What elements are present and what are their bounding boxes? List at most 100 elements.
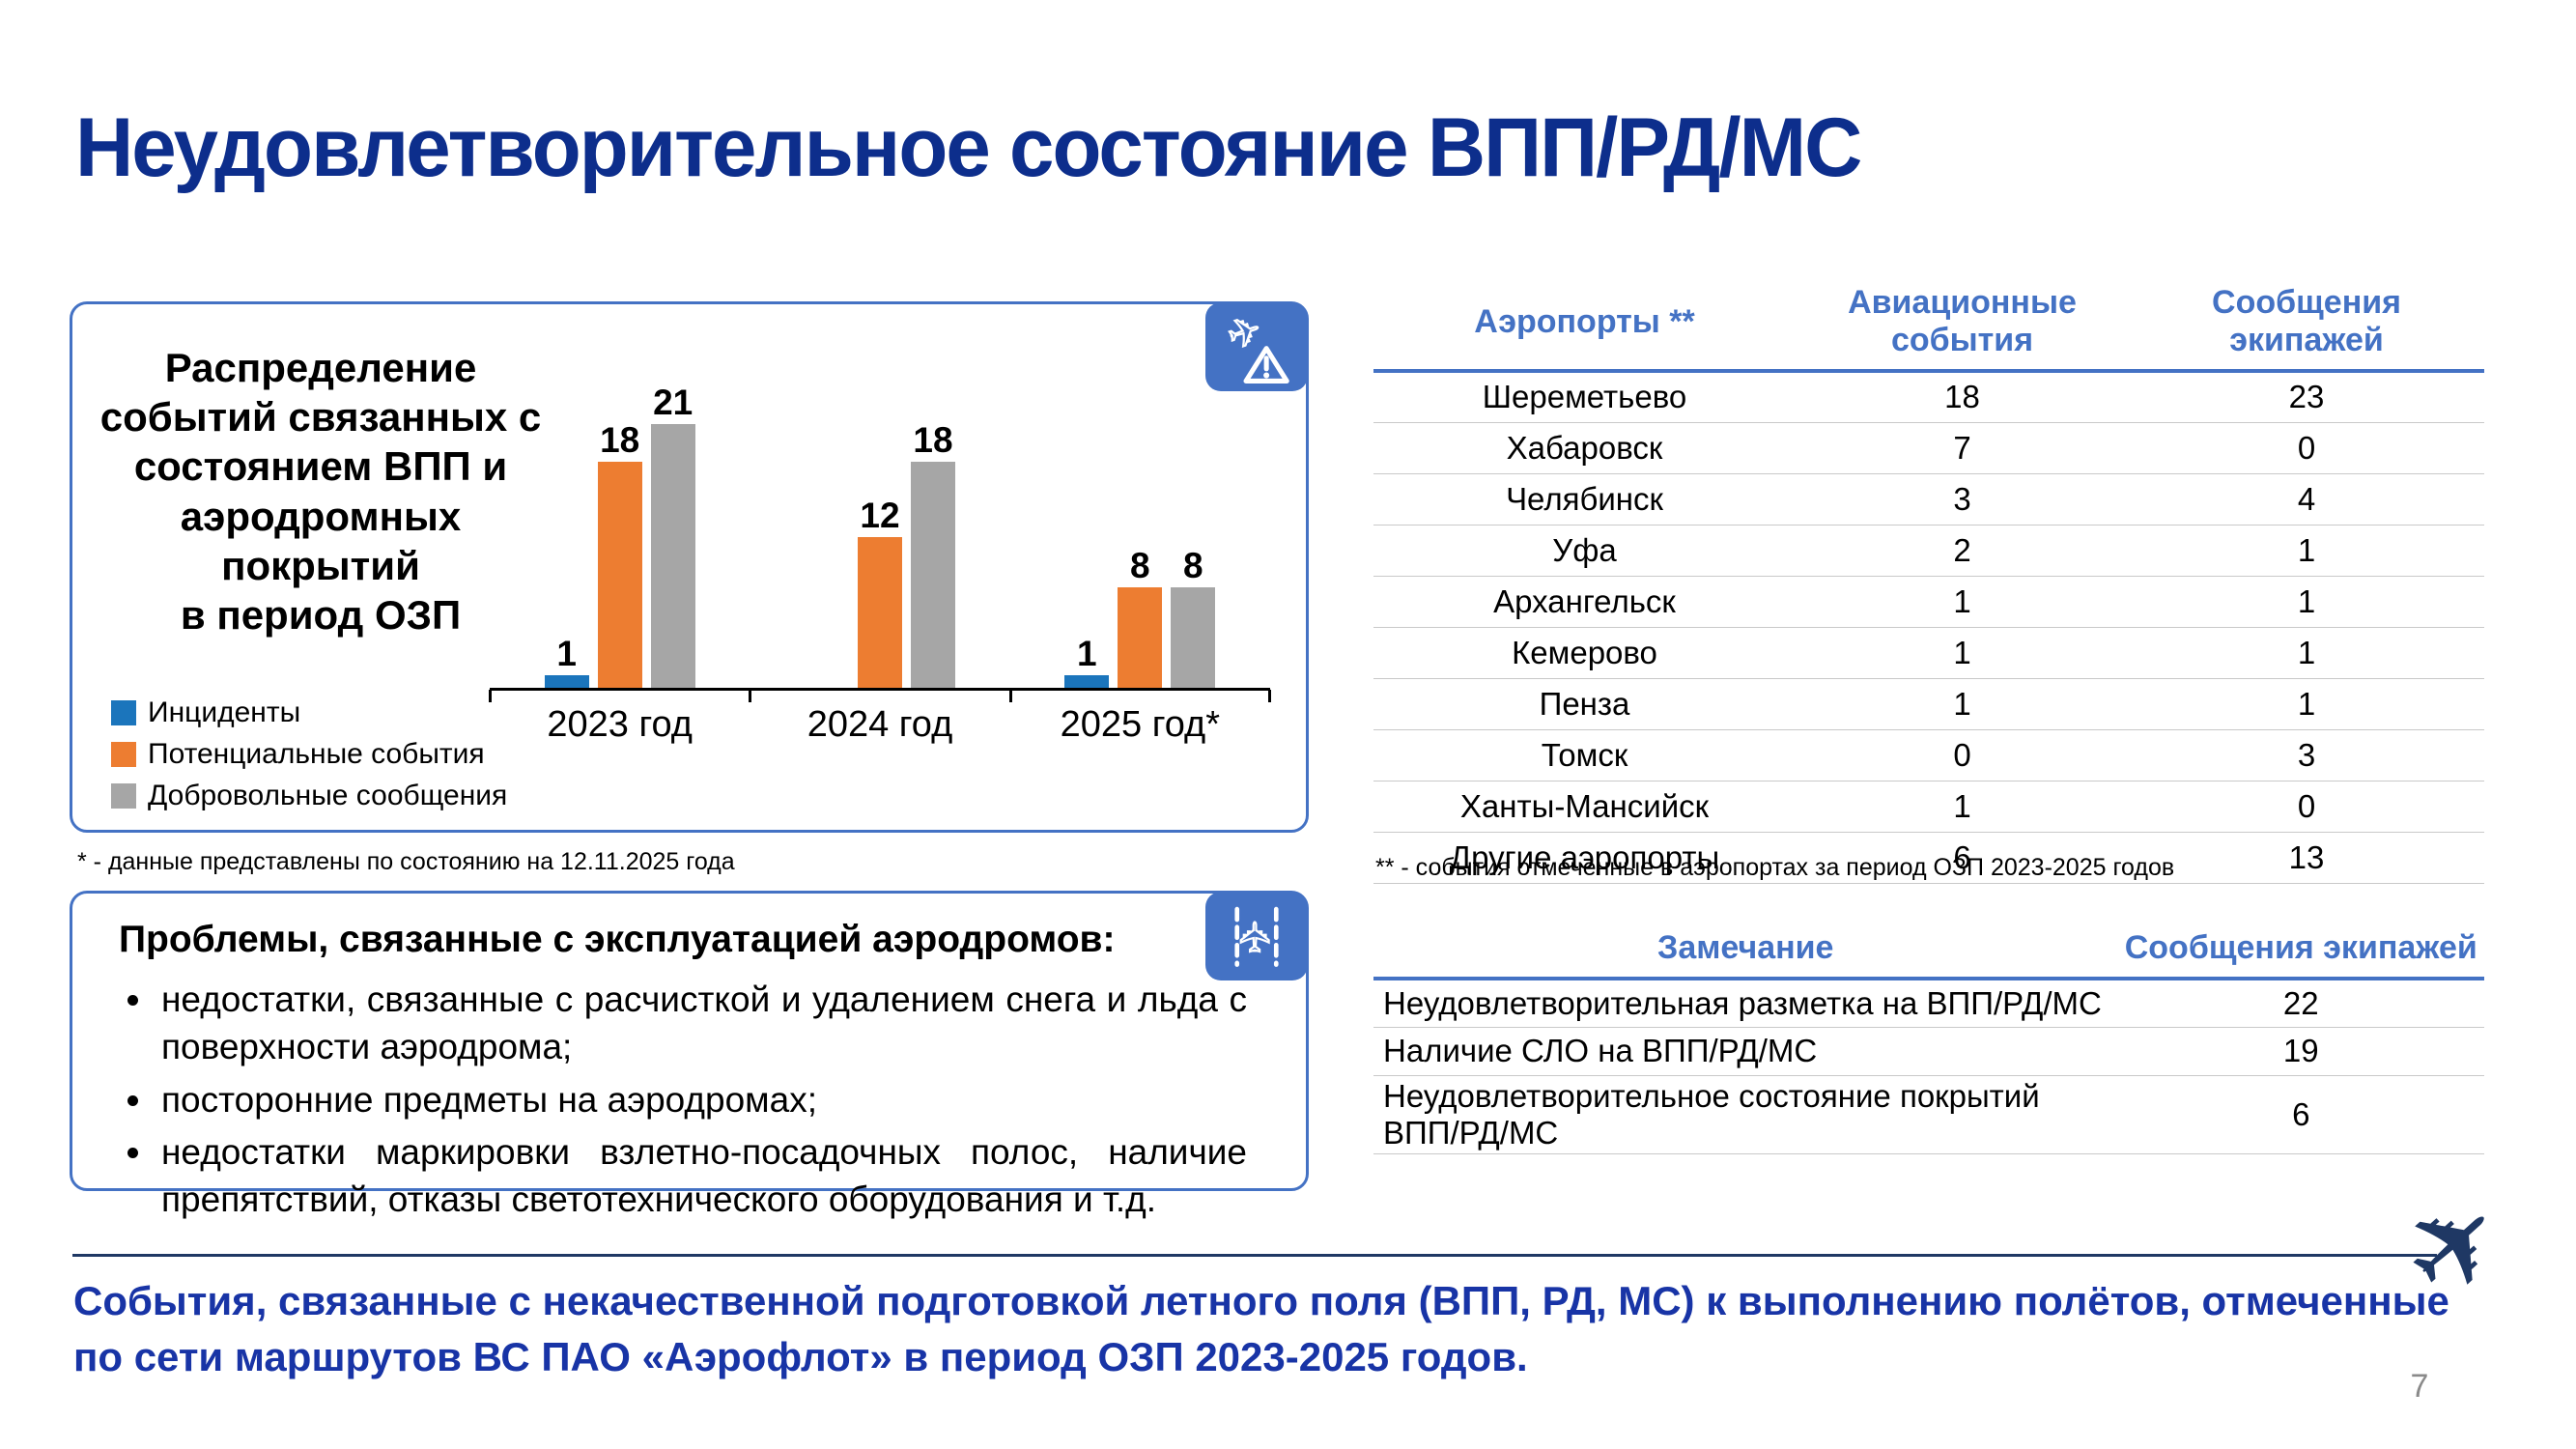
bar	[857, 537, 902, 688]
table-cell: Челябинск	[1373, 473, 1796, 526]
bar-slot: 18	[910, 422, 955, 688]
svg-text:✈: ✈	[1222, 310, 1267, 358]
table-cell: Неудовлетворительное состояние покрытий …	[1373, 1075, 2118, 1154]
bar-group: 12 18	[750, 418, 1009, 688]
chart-footnote: * - данные представлены по состоянию на …	[77, 848, 735, 875]
bar-slot: 1	[544, 634, 589, 688]
chart-categories: 2023 год 2024 год 2025 год*	[490, 704, 1270, 746]
bar	[650, 424, 695, 688]
page-title: Неудовлетворительное состояние ВПП/РД/МС	[75, 101, 1862, 194]
plane-warning-icon: ✈	[1205, 302, 1308, 391]
bar	[597, 462, 642, 688]
table-cell: 0	[2129, 422, 2484, 474]
table-row: Хабаровск 7 0	[1373, 422, 2484, 474]
chart-title-line: состоянием ВПП и	[133, 443, 508, 490]
bar-value-label: 18	[600, 420, 640, 460]
footer-text: События, связанные с некачественной подг…	[73, 1278, 2449, 1379]
table-cell: 13	[2129, 832, 2484, 884]
bar	[1171, 587, 1216, 688]
chart-title-line: Распределение	[164, 345, 477, 390]
legend-swatch	[111, 783, 136, 809]
bar-value-label: 1	[556, 634, 577, 673]
problem-bullet: недостатки маркировки взлетно-посадочных…	[156, 1129, 1247, 1224]
chart-title-line: аэродромных	[180, 493, 462, 539]
table-row: Другие аэропорты 6 13	[1373, 832, 2484, 884]
bar-slot: 12	[857, 496, 902, 688]
chart-title: Распределение событий связанных с состояни…	[90, 343, 552, 639]
table-cell: Пенза	[1373, 678, 1796, 730]
table-cell: 2	[1796, 525, 2129, 577]
column-header: Сообщения экипажей	[2129, 274, 2484, 373]
table-cell: 19	[2117, 1027, 2484, 1076]
table-cell: 1	[1796, 627, 2129, 679]
table-cell: 22	[2117, 979, 2484, 1028]
axis-tick	[1008, 690, 1012, 702]
bar-value-label: 12	[860, 496, 900, 535]
problems-list: недостатки, связанные с расчисткой и уда…	[156, 977, 1247, 1230]
table-row: Пенза 1 1	[1373, 678, 2484, 730]
table-row: Неудовлетворительное состояние покрытий …	[1373, 1075, 2484, 1154]
legend-item: Добровольные сообщения	[111, 780, 507, 812]
table-cell: Шереметьево	[1373, 371, 1796, 423]
column-header: Авиационные события	[1796, 274, 2129, 373]
legend-label: Добровольные сообщения	[148, 780, 508, 811]
chart-title-line: покрытий	[221, 542, 420, 588]
bar-slot: 1	[1064, 634, 1110, 688]
bar-slot: 21	[650, 383, 695, 688]
axis-tick	[749, 690, 752, 702]
table-cell: 6	[1796, 832, 2129, 884]
table-row: Неудовлетворительная разметка на ВПП/РД/…	[1373, 979, 2484, 1028]
page-number: 7	[2410, 1368, 2429, 1405]
table-cell: Архангельск	[1373, 576, 1796, 628]
table-cell: 1	[2129, 525, 2484, 577]
category-label: 2024 год	[807, 704, 953, 745]
legend-swatch	[111, 742, 136, 767]
remarks-table-section: Замечание Сообщения экипажей Неудовлетвори…	[1373, 920, 2484, 1154]
table-cell: Хабаровск	[1373, 422, 1796, 474]
bar-slot: 18	[597, 420, 642, 688]
table-header-row: Замечание Сообщения экипажей	[1373, 920, 2484, 980]
axis-tick	[1268, 690, 1271, 702]
bar-slot: 8	[1118, 546, 1163, 688]
table-row: Челябинск 3 4	[1373, 473, 2484, 526]
table-row: Шереметьево 18 23	[1373, 371, 2484, 423]
table-cell: 1	[1796, 576, 2129, 628]
svg-text:✈: ✈	[1233, 920, 1279, 953]
table-cell: 1	[2129, 678, 2484, 730]
axis-tick	[489, 690, 492, 702]
table-header-row: Аэропорты ** Авиационные события Сообщения…	[1373, 274, 2484, 373]
table-cell: 1	[2129, 627, 2484, 679]
legend-item: Потенциальные события	[111, 738, 507, 771]
problem-bullet: посторонние предметы на аэродромах;	[156, 1077, 1247, 1124]
legend-swatch	[111, 700, 136, 725]
airports-table-section: Аэропорты ** Авиационные события Сообщения…	[1373, 274, 2484, 884]
table-row: Архангельск 1 1	[1373, 576, 2484, 628]
table-cell: Неудовлетворительная разметка на ВПП/РД/…	[1373, 979, 2118, 1028]
column-header: Замечание	[1373, 920, 2118, 980]
table-row: Томск 0 3	[1373, 729, 2484, 781]
table-cell: 0	[2129, 781, 2484, 833]
bar-slot: 8	[1171, 546, 1216, 688]
table-cell: 4	[2129, 473, 2484, 526]
table-cell: Наличие СЛО на ВПП/РД/МС	[1373, 1027, 2118, 1076]
bar-value-label: 21	[653, 383, 694, 422]
table-row: Уфа 2 1	[1373, 525, 2484, 577]
bar-value-label: 8	[1183, 546, 1203, 585]
chart-panel: Распределение событий связанных с состояни…	[70, 301, 1309, 833]
chart-title-line: событий связанных с	[99, 394, 542, 440]
table-cell: 3	[1796, 473, 2129, 526]
airports-table-footnote: ** - события отмеченные в аэропортах за …	[1375, 854, 2175, 881]
bar-value-label: 8	[1130, 546, 1150, 585]
bar	[544, 675, 589, 688]
table-cell: 1	[1796, 781, 2129, 833]
table-cell: Кемерово	[1373, 627, 1796, 679]
table-row: Ханты-Мансийск 1 0	[1373, 781, 2484, 833]
table-cell: 1	[2129, 576, 2484, 628]
bar-value-label: 1	[1077, 634, 1097, 673]
table-cell: Уфа	[1373, 525, 1796, 577]
category-label: 2023 год	[547, 704, 693, 745]
category-label: 2025 год*	[1060, 704, 1221, 745]
table-cell: 0	[1796, 729, 2129, 781]
chart-title-line: в период ОЗП	[180, 592, 462, 639]
